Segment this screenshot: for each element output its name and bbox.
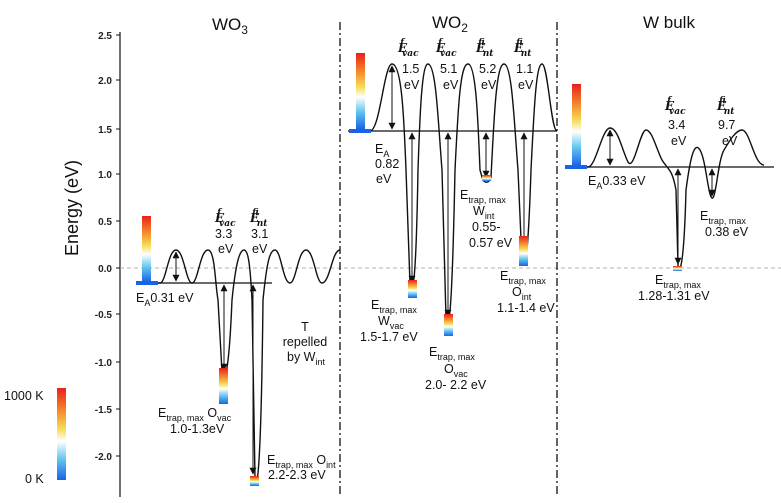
formation-energy-vac-unit: eV	[443, 78, 459, 92]
trap-value-oint: 1.1-1.4 eV	[497, 301, 555, 315]
colorbar-max-label: 1000 K	[4, 389, 44, 403]
formation-energy-vac-symbol: Ef vac	[435, 38, 457, 59]
trap-label-oint: Etrap, max Oint	[267, 453, 336, 470]
panel-w-bulk: W bulk EA0.33 eV Ef vac 3.4 eV Ef int 9.7 …	[565, 13, 774, 303]
ea-label: EA0.33 eV	[588, 174, 646, 191]
thermal-bar	[673, 266, 682, 271]
base-marker	[136, 281, 158, 285]
trap-value-int: 0.38 eV	[705, 225, 749, 239]
thermal-bar	[250, 476, 259, 486]
y-tick-label: 1.0	[98, 170, 112, 181]
thermal-bar	[408, 280, 417, 298]
trap-label-int: Etrap, max	[700, 209, 746, 226]
formation-energy-int-symbol: Ef int	[513, 38, 532, 59]
formation-energy-vac-unit: eV	[404, 78, 420, 92]
trap-value-ovac: 2.0- 2.2 eV	[425, 378, 487, 392]
formation-energy-int-symbol: Ef int	[716, 96, 735, 117]
thermal-bar	[219, 368, 228, 404]
y-tick-label: 0.0	[98, 264, 112, 275]
formation-energy-int-value: 5.2	[479, 62, 496, 76]
base-marker	[349, 129, 371, 133]
temperature-colorbar: 1000 K 0 K	[4, 388, 66, 486]
trap-value-vac: 1.28-1.31 eV	[638, 289, 710, 303]
panel-title: WO2	[432, 13, 468, 35]
formation-energy-vac-value: 3.4	[668, 118, 685, 132]
trap-site-wvac: Wvac	[378, 314, 404, 331]
formation-energy-vac-value: 3.3	[215, 227, 232, 241]
formation-energy-vac-symbol: Ef vac	[214, 208, 236, 229]
formation-energy-int-symbol: Ef int	[475, 38, 494, 59]
note-line: T	[301, 320, 309, 334]
formation-energy-vac-unit: eV	[671, 134, 687, 148]
trap-label-vac: Etrap, max	[655, 273, 701, 290]
y-tick-label: -1.0	[95, 358, 113, 369]
trap-value-ovac: 1.0-1.3eV	[170, 422, 225, 436]
trap-label-ovac: Etrap, max	[429, 345, 475, 362]
y-tick-label: 1.5	[98, 125, 112, 136]
colorbar-min-label: 0 K	[25, 472, 44, 486]
energy-curve	[566, 127, 765, 270]
trap-label-wint: Etrap, max	[460, 188, 506, 205]
energy-curve	[148, 249, 341, 482]
ea-unit: eV	[376, 172, 392, 186]
y-tick-label: -0.5	[95, 310, 113, 321]
trap-value-wint: 0.57 eV	[469, 236, 513, 250]
panel-title: WO3	[212, 15, 248, 37]
thermal-bar	[356, 53, 365, 129]
formation-energy-int-unit: eV	[252, 242, 268, 256]
y-tick-label: 2.0	[98, 76, 112, 87]
note-line: repelled	[283, 335, 328, 349]
thermal-bar	[572, 84, 581, 166]
thermal-bar	[142, 216, 151, 282]
panel-wo2: WO2 EA 0.82 eV Ef vac 1.5 eV Ef vac 5.1 eV…	[348, 13, 558, 392]
thermal-bar	[519, 236, 528, 266]
ea-value: 0.82	[375, 157, 399, 171]
y-tick-label: -1.5	[95, 405, 113, 416]
trap-value-wint: 0.55-	[472, 220, 501, 234]
thermal-bar	[482, 175, 491, 181]
y-axis-label: Energy (eV)	[62, 160, 82, 256]
trap-value-wvac: 1.5-1.7 eV	[360, 330, 418, 344]
panel-title: W bulk	[643, 13, 695, 32]
formation-energy-vac-value: 1.5	[402, 62, 419, 76]
formation-energy-int-unit: eV	[518, 78, 534, 92]
trap-value-oint: 2.2-2.3 eV	[268, 468, 326, 482]
formation-energy-int-symbol: Ef int	[249, 208, 268, 229]
formation-energy-vac-value: 5.1	[440, 62, 457, 76]
y-tick-label: -2.0	[95, 452, 113, 463]
trap-label-oint: Etrap, max	[500, 269, 546, 286]
formation-energy-vac-unit: eV	[218, 242, 234, 256]
trap-label-wvac: Etrap, max	[371, 298, 417, 315]
ea-label: EA0.31 eV	[136, 291, 194, 308]
y-tick-label: 0.5	[98, 217, 112, 228]
trap-site-ovac: Ovac	[444, 362, 468, 379]
formation-energy-int-value: 3.1	[251, 227, 268, 241]
formation-energy-int-value: 1.1	[516, 62, 533, 76]
ea-label: EA	[375, 142, 389, 159]
note-line: by Wint	[287, 350, 325, 367]
panel-wo3: WO3 EA0.31 eV Ef vac 3.3 eV Ef int 3.1 eV …	[136, 15, 341, 486]
formation-energy-vac-symbol: Ef vac	[664, 96, 686, 117]
y-axis: 2.5 2.0 1.5 1.0 0.5 0.0 -0.5 -1.0 -1.5 -…	[62, 31, 121, 497]
formation-energy-int-unit: eV	[722, 134, 738, 148]
formation-energy-vac-symbol: Ef vac	[397, 38, 419, 59]
trap-label-ovac: Etrap, max Ovac	[158, 406, 232, 423]
trap-site-oint: Oint	[512, 285, 532, 302]
base-marker	[565, 165, 587, 169]
y-tick-label: 2.5	[98, 31, 112, 42]
thermal-bar	[444, 314, 453, 336]
formation-energy-int-value: 9.7	[718, 118, 735, 132]
formation-energy-int-unit: eV	[481, 78, 497, 92]
trap-site-wint: Wint	[473, 204, 495, 221]
